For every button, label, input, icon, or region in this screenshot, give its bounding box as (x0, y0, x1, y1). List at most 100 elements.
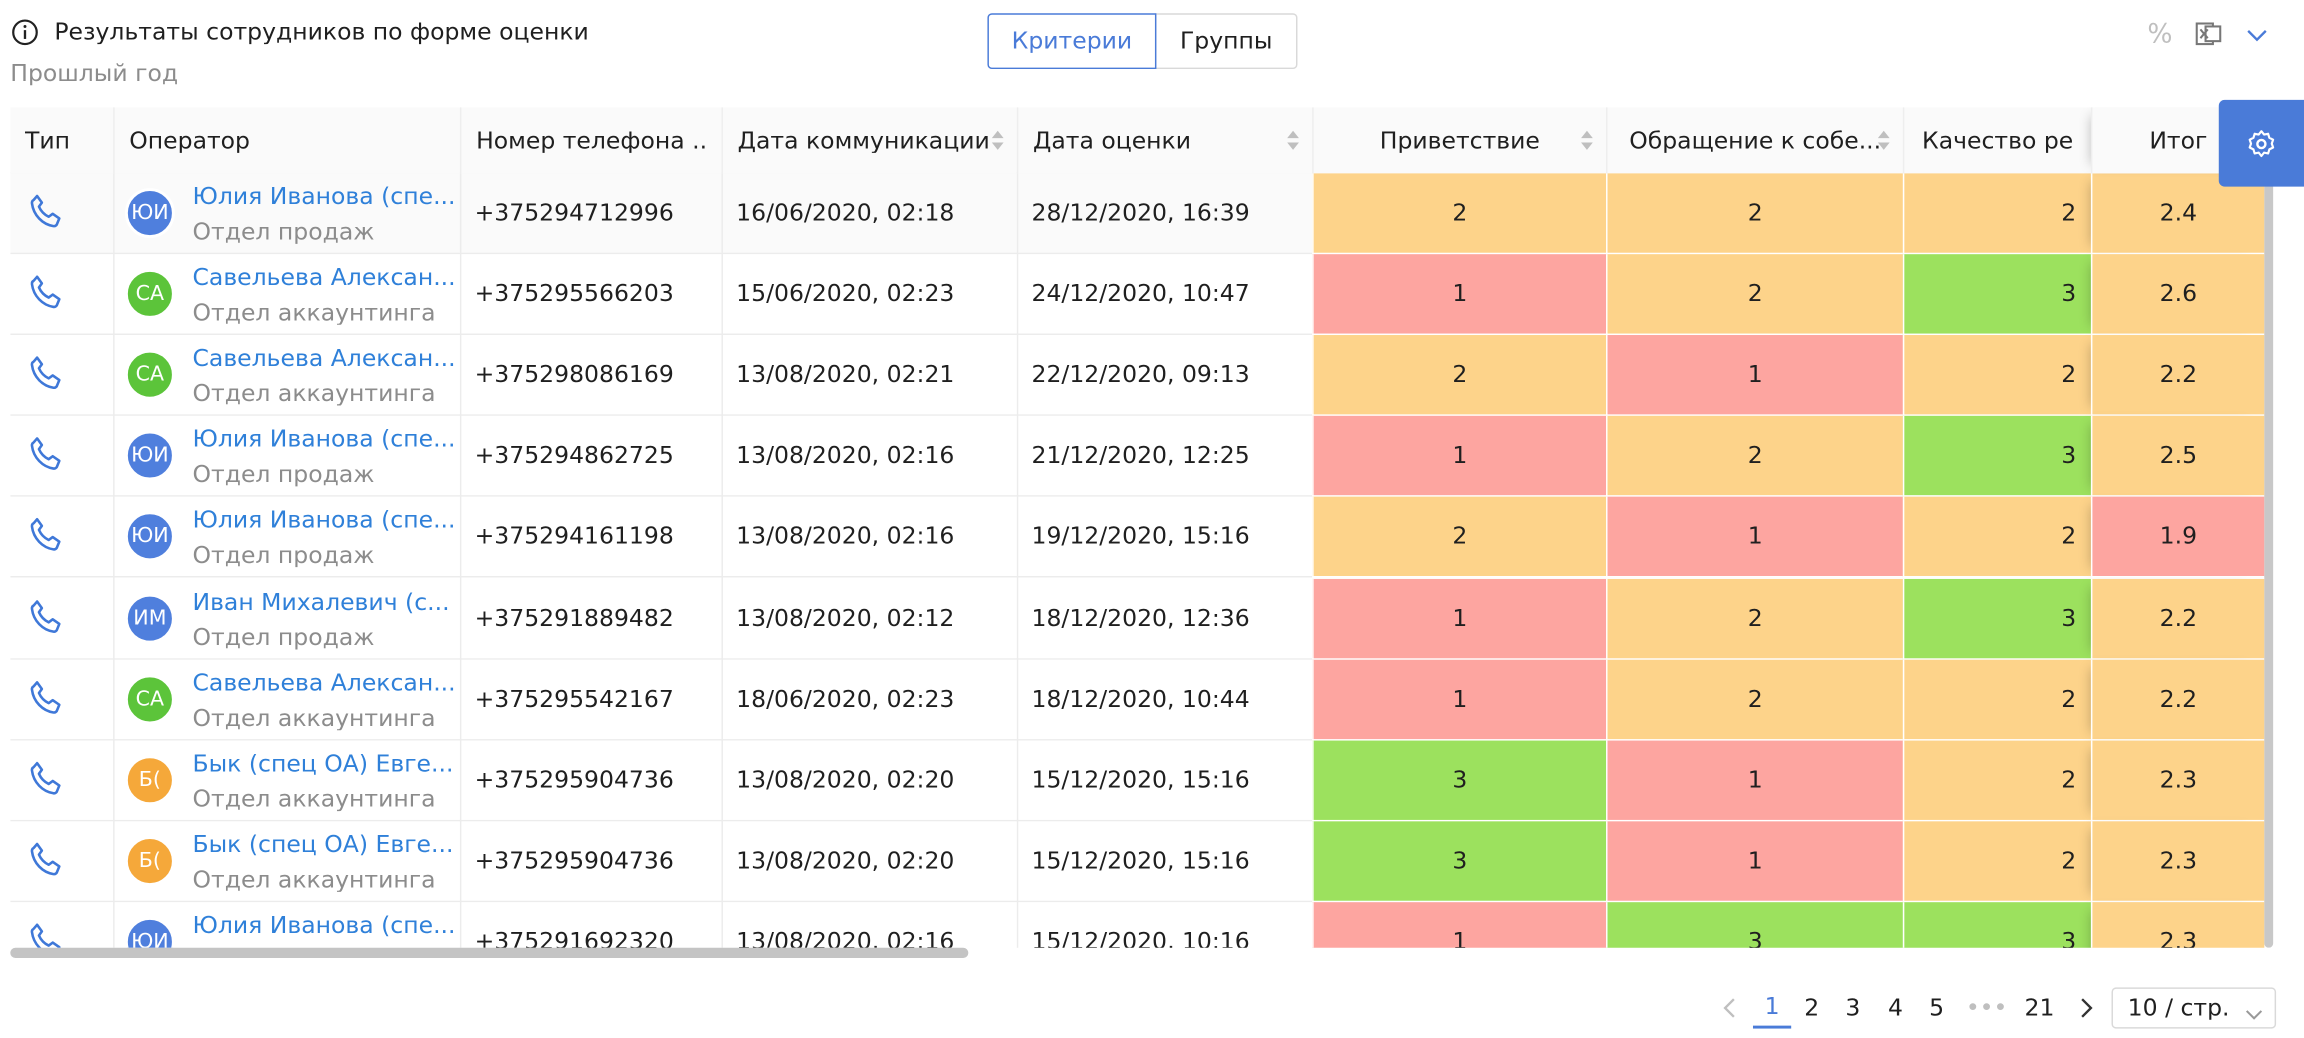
vertical-scrollbar[interactable] (2264, 173, 2274, 948)
settings-button[interactable] (2218, 99, 2304, 187)
total-cell: 2.2 (2090, 578, 2265, 660)
operator-name[interactable]: Бык (спец ОА) Евге... (192, 751, 454, 776)
avatar: СА (124, 269, 175, 319)
sort-icon[interactable] (1876, 128, 1891, 154)
page-number[interactable]: 2 (1804, 996, 1820, 1020)
operator-name[interactable]: Юлия Иванова (спе... (192, 913, 456, 938)
tab[interactable]: Критерии (987, 13, 1157, 70)
phone: +375295542167 (474, 687, 674, 711)
operator-name[interactable]: Юлия Иванова (спе... (192, 428, 456, 452)
total-cell: 2.3 (2090, 821, 2265, 903)
horizontal-scrollbar[interactable] (10, 947, 969, 959)
sort-icon[interactable] (1580, 128, 1595, 154)
score-cell: 1 (1312, 902, 1607, 948)
page-button[interactable]: 5 (1919, 987, 1954, 1028)
score-cell: 1 (1606, 335, 1903, 417)
page-number[interactable]: 4 (1888, 996, 1903, 1020)
score-value: 3 (1452, 849, 1468, 873)
score-value: 3 (2061, 444, 2077, 468)
phone-icon[interactable] (25, 271, 69, 315)
total-value: 2.3 (2159, 768, 2198, 792)
score-cell: 2 (1606, 578, 1903, 660)
score-cell: 3 (1902, 416, 2091, 498)
communication-date: 16/06/2020, 02:18 (736, 201, 955, 225)
next-page[interactable] (2073, 993, 2099, 1022)
page-size-label[interactable]: 10 / стр. (2127, 996, 2230, 1020)
evaluation-date: 22/12/2020, 09:13 (1031, 363, 1250, 387)
operator-department: Отдел продаж (192, 625, 375, 649)
page-button[interactable]: 2 (1794, 987, 1829, 1028)
phone: +375294712996 (474, 201, 674, 225)
operator-name[interactable]: Иван Михалевич (с... (192, 589, 450, 614)
phone: +375294862725 (474, 444, 674, 468)
tab-label[interactable]: Критерии (1011, 29, 1133, 53)
operator-name[interactable]: Савельева Алексан... (192, 266, 456, 290)
excel-button[interactable] (2194, 19, 2223, 48)
score-value: 1 (1747, 363, 1763, 387)
score-cell: 2 (1902, 335, 2091, 417)
phone-icon[interactable] (25, 190, 69, 234)
phone-icon[interactable] (25, 594, 69, 638)
phone-icon[interactable] (25, 432, 69, 476)
phone-icon[interactable] (25, 513, 69, 557)
page-number[interactable]: 3 (1845, 996, 1861, 1020)
score-value: 3 (2061, 282, 2077, 306)
score-value: 2 (2061, 201, 2077, 225)
operator-name[interactable]: Бык (спец ОА) Евге... (192, 832, 454, 857)
page-number[interactable]: ••• (1965, 996, 2008, 1020)
prev-page[interactable] (1716, 993, 1742, 1022)
communication-date: 13/08/2020, 02:20 (736, 768, 955, 792)
page-button[interactable]: 3 (1835, 987, 1870, 1028)
page-size-select[interactable]: 10 / стр. (2111, 987, 2277, 1029)
column-divider (113, 173, 115, 948)
phone-icon[interactable] (25, 351, 69, 395)
page-button[interactable]: ••• (1963, 987, 2010, 1028)
score-cell: 2 (1312, 173, 1607, 255)
avatar-initials: ЮИ (131, 445, 169, 467)
page-button[interactable]: 1 (1752, 987, 1792, 1029)
score-value: 2 (1452, 525, 1468, 549)
page-number[interactable]: 21 (2024, 996, 2055, 1020)
page-number[interactable]: 1 (1764, 994, 1780, 1019)
evaluation-date: 24/12/2020, 10:47 (1031, 282, 1250, 306)
avatar: ЮИ (124, 511, 175, 562)
operator-name[interactable]: Юлия Иванова (спе... (192, 185, 456, 209)
phone-icon[interactable] (25, 756, 69, 800)
sort-icon[interactable] (990, 128, 1005, 154)
info-icon (10, 18, 39, 47)
avatar-initials: СА (135, 283, 165, 305)
avatar-initials: ИМ (133, 607, 167, 629)
avatar-initials: Б( (138, 850, 161, 872)
total-value: 2.5 (2159, 444, 2198, 468)
score-cell: 2 (1606, 173, 1903, 255)
tab-label[interactable]: Группы (1179, 29, 1273, 53)
communication-date: 13/08/2020, 02:16 (736, 444, 955, 468)
page-number[interactable]: 5 (1929, 996, 1945, 1020)
operator-name[interactable]: Савельева Алексан... (192, 347, 456, 371)
column-divider (459, 173, 462, 948)
column-title: Качество ре (1922, 128, 2074, 153)
operator-name[interactable]: Юлия Иванова (спе... (192, 508, 456, 533)
score-value: 1 (1452, 930, 1468, 948)
page-button[interactable]: 21 (2016, 987, 2063, 1028)
tab[interactable]: Группы (1154, 13, 1298, 70)
percent-button[interactable]: % (2145, 19, 2174, 50)
score-value: 2 (1747, 687, 1763, 711)
phone-icon[interactable] (25, 837, 69, 881)
column-title: Итог (2149, 128, 2208, 153)
avatar-initials: ЮИ (131, 931, 169, 948)
phone-icon[interactable] (25, 918, 69, 948)
operator-name[interactable]: Савельева Алексан... (192, 670, 456, 695)
phone: +375295904736 (474, 849, 674, 873)
column-title: Номер телефона ... (476, 128, 707, 153)
page-button[interactable]: 4 (1878, 987, 1913, 1028)
score-value: 1 (1452, 606, 1468, 630)
collapse-button[interactable] (2242, 19, 2271, 48)
phone-icon[interactable] (25, 675, 69, 719)
select-arrow[interactable] (2245, 1001, 2263, 1020)
sort-icon[interactable] (1286, 128, 1301, 154)
score-value: 2 (1747, 282, 1763, 306)
score-cell: 3 (1312, 740, 1607, 822)
